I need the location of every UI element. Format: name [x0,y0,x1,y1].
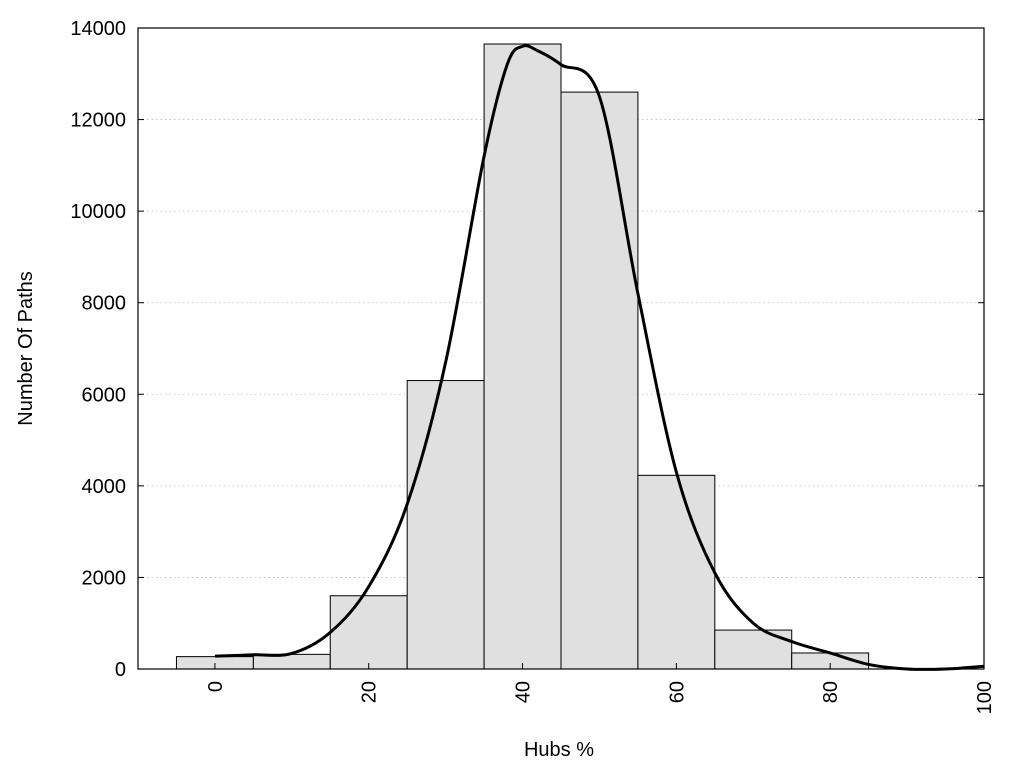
x-tick-label: 100 [974,681,996,714]
histogram-bar [637,474,716,670]
histogram-bars [175,43,870,670]
histogram-bar [483,43,562,670]
y-tick-label: 0 [115,659,126,681]
histogram-bar [329,595,408,670]
x-tick-label: 0 [205,681,227,692]
y-tick-label: 14000 [70,18,126,40]
y-tick-label: 2000 [82,567,127,589]
density-curve-layer [214,44,985,671]
y-tick-label: 12000 [70,110,126,132]
histogram-bar [714,629,793,670]
x-axis-ticks: 0 20 40 60 80 100 [205,663,996,714]
histogram-bar [252,653,331,670]
x-tick-label: 60 [666,681,688,703]
y-tick-label: 10000 [70,201,126,223]
y-tick-label: 6000 [82,384,127,406]
y-axis-title: Number Of Paths [15,271,37,426]
x-tick-label: 80 [820,681,842,703]
x-axis-title: Hubs % [524,739,594,761]
histogram-bar [560,91,639,670]
density-curve [214,44,985,671]
x-tick-label: 20 [359,681,381,703]
y-tick-label: 4000 [82,476,127,498]
x-tick-label: 40 [513,681,535,703]
plot-frame [137,27,985,670]
y-axis-ticks: 0 2000 4000 6000 8000 10000 12000 14000 [70,18,984,681]
y-tick-label: 8000 [82,293,127,315]
histogram-bar [406,380,485,670]
